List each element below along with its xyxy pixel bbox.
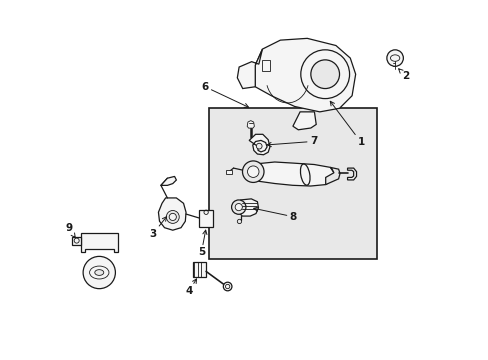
Polygon shape [292,112,316,130]
Polygon shape [249,162,333,186]
Circle shape [231,200,245,214]
Bar [225,170,231,174]
Polygon shape [325,167,339,185]
Bar [262,60,270,71]
Bar [208,108,376,259]
Circle shape [169,213,176,221]
Polygon shape [81,233,118,252]
Polygon shape [158,198,185,230]
Polygon shape [347,168,356,180]
Bar [192,262,206,277]
Circle shape [242,161,264,183]
Text: 5: 5 [198,230,206,257]
Text: 6: 6 [201,82,248,107]
Circle shape [83,256,115,289]
Bar [199,211,212,226]
Text: 1: 1 [329,101,364,147]
Polygon shape [200,214,209,224]
Circle shape [223,282,231,291]
Text: 8: 8 [253,207,296,222]
Polygon shape [247,121,254,128]
Polygon shape [249,134,269,155]
Text: 4: 4 [185,279,196,296]
Ellipse shape [95,270,103,275]
Polygon shape [161,176,176,185]
Polygon shape [237,49,262,89]
Circle shape [256,143,262,149]
Circle shape [166,211,179,224]
Circle shape [386,50,403,66]
Circle shape [235,203,242,211]
Polygon shape [255,39,355,112]
Circle shape [310,60,339,89]
Text: 3: 3 [149,217,166,239]
Circle shape [247,166,259,177]
Text: 2: 2 [398,69,409,81]
Polygon shape [72,237,81,244]
Text: 9: 9 [65,224,75,238]
Polygon shape [238,199,258,216]
Circle shape [300,50,349,99]
Text: 7: 7 [266,136,317,147]
